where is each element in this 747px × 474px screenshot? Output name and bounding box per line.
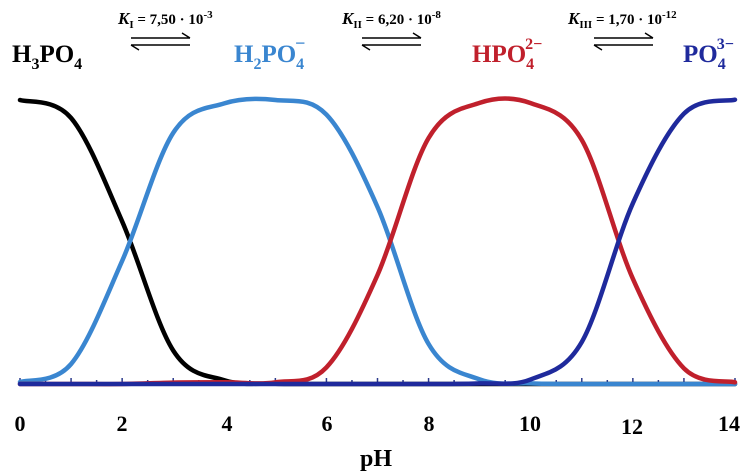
equilibrium-constant-k3: KIII = 1,70 · 10-12 xyxy=(567,9,677,31)
series-line-h2po4- xyxy=(17,96,738,387)
x-tick-label-14: 14 xyxy=(718,411,740,436)
series-line-h3po4 xyxy=(17,97,738,387)
species-label-h2po4: H2PO4− xyxy=(234,33,305,73)
x-tick-label-10: 10 xyxy=(519,411,541,436)
equilibrium-arrow-3 xyxy=(593,32,654,51)
species-label-h3po4: H3PO4 xyxy=(12,41,82,73)
x-tick-label-2: 2 xyxy=(117,411,128,436)
series-curves xyxy=(17,96,738,387)
x-tick-label-8: 8 xyxy=(424,411,435,436)
equilibrium-arrow-2 xyxy=(361,32,422,51)
x-tick-label-12: 12 xyxy=(621,414,643,439)
x-axis-title: pH xyxy=(360,446,392,472)
equilibrium-arrow-1 xyxy=(130,32,191,51)
x-tick-label-6: 6 xyxy=(322,411,333,436)
series-line-hpo4-2- xyxy=(17,96,738,387)
x-tick-label-0: 0 xyxy=(15,411,26,436)
species-label-po4: PO43− xyxy=(683,36,734,73)
species-label-hpo4: HPO42− xyxy=(472,36,542,73)
equilibrium-constant-k1: KI = 7,50 · 10-3 xyxy=(117,9,213,31)
series-line-po4-3- xyxy=(17,97,738,387)
x-tick-label-4: 4 xyxy=(222,411,233,436)
equilibrium-constant-k2: KII = 6,20 · 10-8 xyxy=(341,9,441,31)
